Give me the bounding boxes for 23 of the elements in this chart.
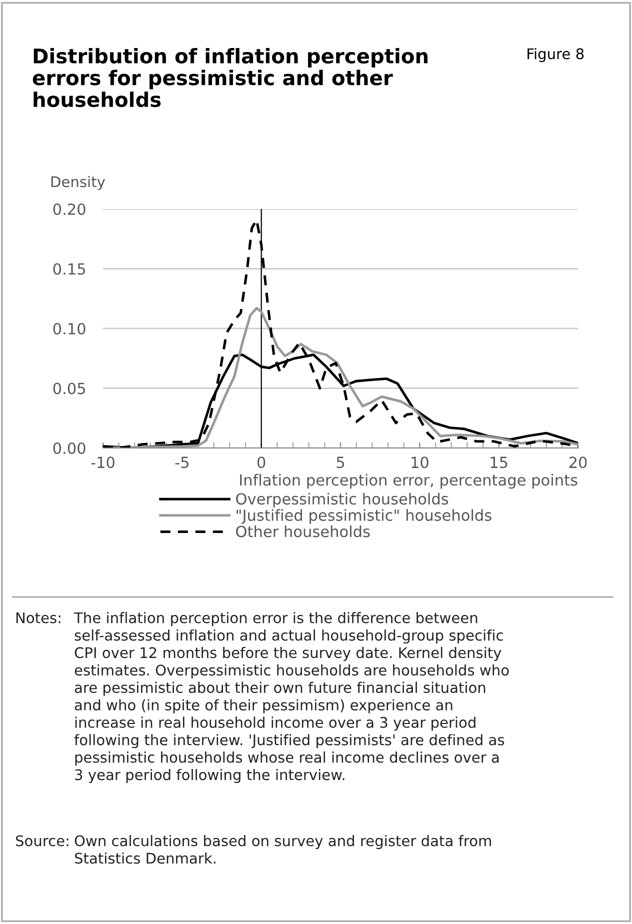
text: Notes:: [16, 612, 60, 624]
text: Own calculations based on survey and register data from Statistics Denmark.: [74, 835, 491, 864]
y-axis-title: Density: [51, 176, 106, 190]
y-tick-label: 0.10: [53, 322, 86, 335]
x-tick-label: -10: [91, 456, 114, 468]
y-tick-label: 0.15: [53, 263, 85, 275]
x-tick-label: 0: [257, 456, 266, 468]
x-tick-label: 5: [336, 456, 344, 468]
x-axis-title: Inflation perception error, percentage points: [240, 474, 578, 489]
chart-title: Distribution of inflation perception errors for pessimistic and other households: [32, 48, 428, 108]
source-note: Source:: [16, 835, 68, 846]
x-tick-label: 20: [569, 456, 587, 468]
y-tick-label: 0.20: [53, 203, 86, 216]
legend-label: "Justified pessimistic" households: [236, 509, 492, 524]
text: The inflation perception error is the difference between self-assessed inflation and actual household-group specific CPI over 12 months before the survey date. Kernel density estimates. Overpessimistic households are households who are pessimistic about their own future financial situation and who (in spite of their pessimism) experience an increase in real household income over a 3 year period following the interview. 'Justified pessimists' are defined as pessimistic households whose real income declines over a 3 year period following the interview.: [74, 612, 509, 784]
x-tick-label: 15: [490, 456, 508, 468]
legend-label: Other households: [236, 525, 370, 538]
x-tick-label: 10: [412, 456, 428, 468]
y-tick-label: 0.00: [53, 442, 86, 454]
caption: Figure 8: [528, 48, 584, 62]
y-tick-label: 0.05: [53, 382, 85, 394]
legend-label: Overpessimistic households: [236, 492, 448, 508]
x-tick-label: -5: [175, 456, 188, 468]
